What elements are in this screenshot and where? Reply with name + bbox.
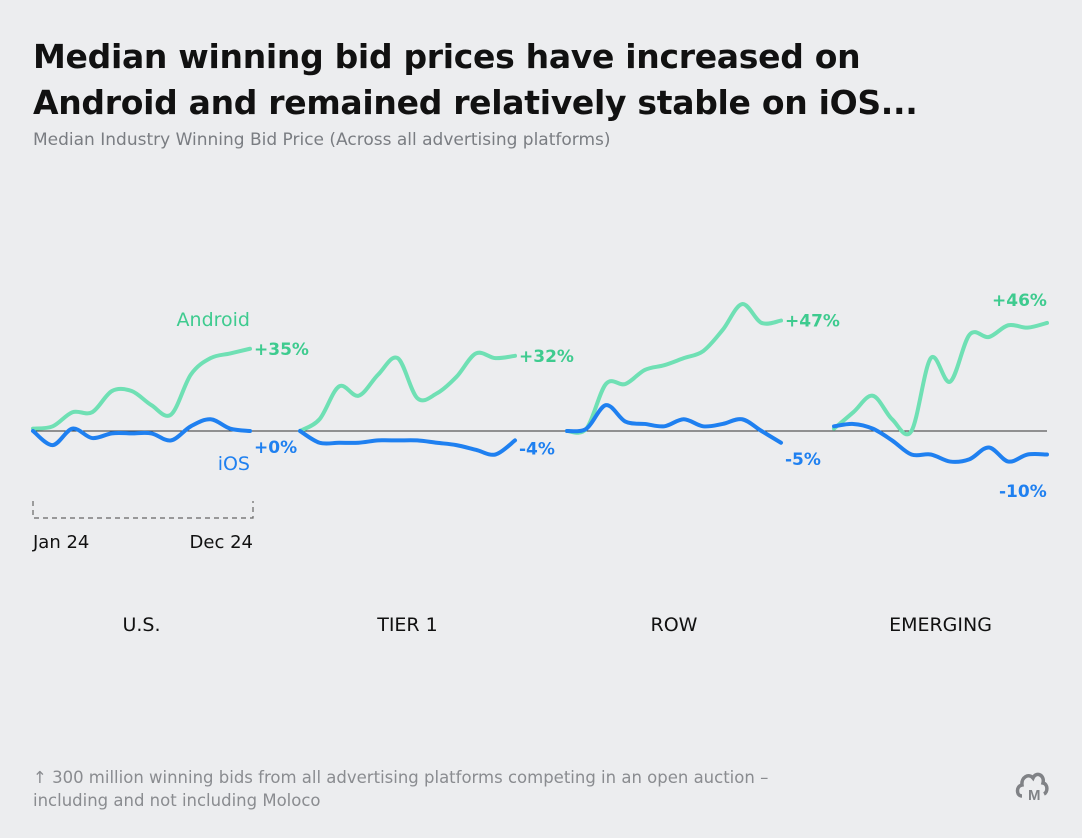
chart-subtitle: Median Industry Winning Bid Price (Acros… bbox=[33, 130, 611, 150]
android-end-label: +32% bbox=[519, 347, 574, 367]
ios-end-label: -4% bbox=[519, 439, 555, 459]
panel-label: TIER 1 bbox=[376, 614, 438, 636]
x-start-label: Jan 24 bbox=[32, 532, 89, 553]
ios-end-label: -10% bbox=[999, 482, 1047, 502]
date-range-bracket bbox=[32, 501, 254, 519]
ios-end-label: +0% bbox=[254, 438, 297, 458]
legend-android: Android bbox=[177, 309, 250, 331]
svg-text:M: M bbox=[1028, 787, 1041, 802]
title-line-1: Median winning bid prices have increased… bbox=[33, 37, 861, 76]
android-end-label: +35% bbox=[254, 340, 309, 360]
ios-end-label: -5% bbox=[785, 450, 821, 470]
x-end-label: Dec 24 bbox=[190, 532, 253, 553]
android-end-label: +46% bbox=[992, 291, 1047, 311]
footnote-line-1: ↑ 300 million winning bids from all adve… bbox=[33, 768, 769, 787]
ios-line-3 bbox=[832, 421, 1049, 464]
chart-title: Median winning bid prices have increased… bbox=[33, 34, 1033, 126]
android-end-label: +47% bbox=[785, 312, 840, 332]
ios-line-1 bbox=[298, 429, 517, 457]
chart-area: +35% +0% U.S. +32% -4% TIER 1 +47% -5% ROW +46% -1… bbox=[31, 291, 1049, 636]
legend-ios: iOS bbox=[218, 453, 250, 475]
panel-label: EMERGING bbox=[889, 614, 992, 636]
moloco-logo-icon: M bbox=[1014, 766, 1050, 806]
title-line-2: Android and remained relatively stable o… bbox=[33, 83, 918, 122]
footnote: ↑ 300 million winning bids from all adve… bbox=[33, 766, 993, 812]
android-line-1 bbox=[298, 350, 517, 433]
android-line-3 bbox=[832, 320, 1049, 437]
ios-line-2 bbox=[565, 403, 783, 445]
panel-label: ROW bbox=[651, 614, 698, 636]
footnote-line-2: including and not including Moloco bbox=[33, 791, 321, 810]
panel-label: U.S. bbox=[122, 614, 160, 636]
android-line-2 bbox=[565, 302, 783, 435]
ios-line-0 bbox=[31, 417, 252, 448]
android-line-0 bbox=[31, 346, 252, 431]
